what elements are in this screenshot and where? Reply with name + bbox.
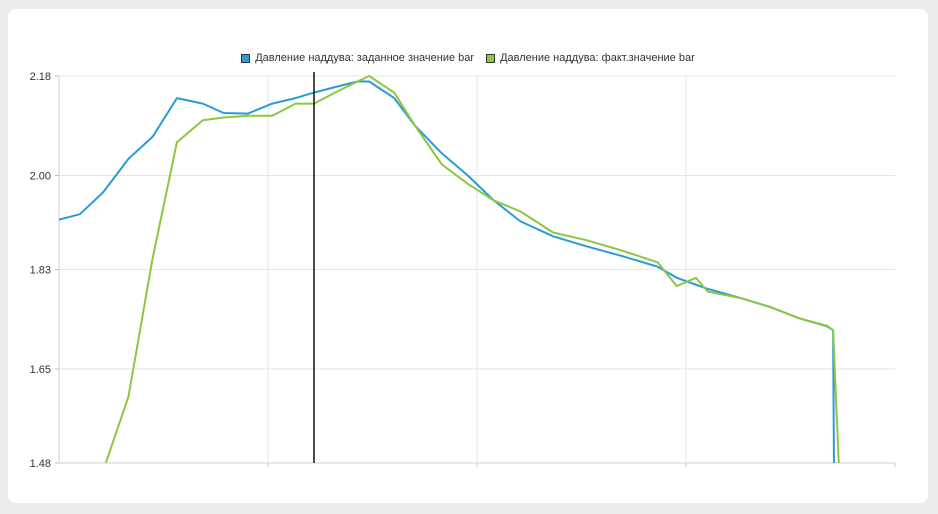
series-line-actual <box>104 75 840 463</box>
series-line-setpoint <box>59 80 835 463</box>
legend-swatch-setpoint <box>241 53 251 63</box>
legend-item-actual[interactable]: Давление наддува: факт.значение bar <box>486 52 695 64</box>
y-tick-label: 1.83 <box>30 265 51 277</box>
legend-label-setpoint: Давление наддува: заданное значение bar <box>255 52 475 64</box>
y-tick-label: 1.65 <box>30 364 51 376</box>
legend-swatch-actual <box>486 53 496 63</box>
legend-label-actual: Давление наддува: факт.значение bar <box>500 52 695 64</box>
legend-item-setpoint[interactable]: Давление наддува: заданное значение bar <box>241 52 474 64</box>
y-tick-label: 2.18 <box>30 71 51 83</box>
chart-card: Давление наддува: заданное значение bar … <box>8 9 928 503</box>
legend: Давление наддува: заданное значение bar … <box>8 52 928 64</box>
y-tick-label: 2.00 <box>30 171 51 183</box>
y-tick-label: 1.48 <box>30 458 51 470</box>
